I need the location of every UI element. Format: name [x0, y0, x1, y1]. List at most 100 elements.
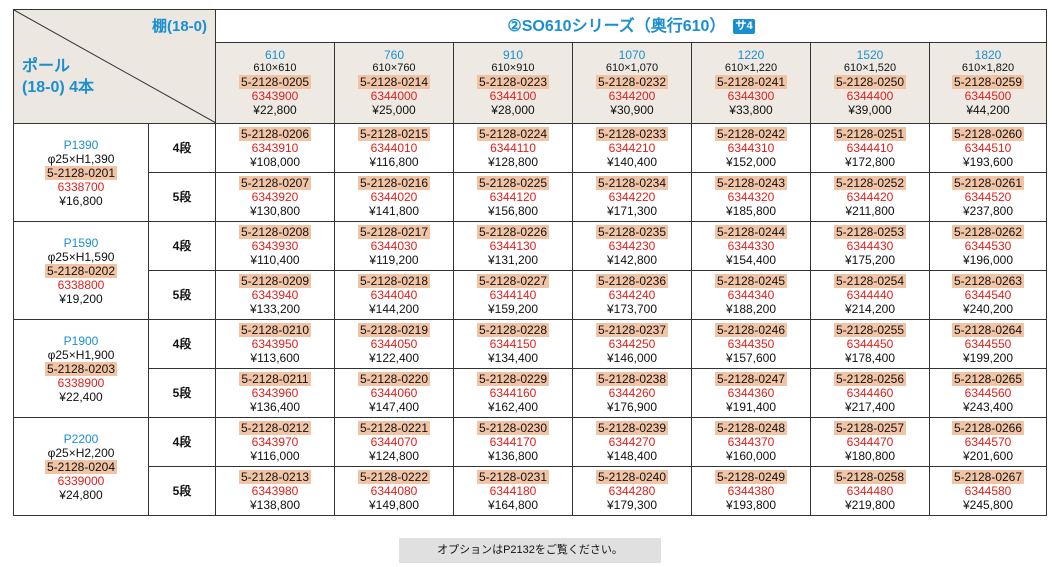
- pole-name: P1390: [63, 137, 99, 152]
- product-code: 5-2128-0224: [476, 127, 550, 141]
- column-width: 1220: [737, 48, 765, 62]
- product-code: 5-2128-0228: [476, 323, 550, 337]
- product-code: 5-2128-0211: [239, 372, 311, 386]
- product-code-line: 5-2128-0261: [930, 176, 1046, 190]
- jan-code: 6344560: [964, 386, 1012, 400]
- price: ¥193,800: [725, 498, 777, 512]
- product-code-line: 5-2128-0214: [335, 75, 453, 89]
- price: ¥128,800: [487, 155, 539, 169]
- column-header-610: 610 610×610 5-2128-0205 6343900 ¥22,800: [215, 42, 335, 124]
- product-code-line: 5-2128-0249: [692, 470, 810, 484]
- price: ¥25,000: [372, 103, 416, 117]
- product-code-line: 5-2128-0265: [930, 372, 1046, 386]
- product-code-line: 5-2128-0228: [454, 323, 572, 337]
- product-code-line: 5-2128-0212: [216, 421, 334, 435]
- product-cell: 5-2128-0213 6343980 ¥138,800: [215, 466, 335, 516]
- product-code: 5-2128-0261: [951, 176, 1025, 190]
- product-code: 5-2128-0234: [595, 176, 669, 190]
- product-code: 5-2128-0263: [951, 274, 1025, 288]
- pole-name: P2200: [63, 431, 99, 446]
- pole-cell-p2200: P2200 φ25×H2,200 5-2128-0204 6339000 ¥24,800: [13, 417, 149, 516]
- price: ¥243,400: [962, 400, 1014, 414]
- product-cell: 5-2128-0263 6344540 ¥240,200: [928, 270, 1048, 320]
- product-cell: 5-2128-0244 6344330 ¥154,400: [691, 221, 811, 271]
- price: ¥185,800: [725, 204, 777, 218]
- product-code-line: 5-2128-0238: [573, 372, 691, 386]
- product-code-line: 5-2128-0254: [811, 274, 929, 288]
- price: ¥22,400: [59, 389, 103, 404]
- pole-cell-p1590: P1590 φ25×H1,590 5-2128-0202 6338800 ¥19,200: [13, 221, 149, 320]
- price: ¥179,300: [606, 498, 658, 512]
- product-cell: 5-2128-0242 6344310 ¥152,000: [691, 123, 811, 173]
- jan-code: 6344470: [846, 435, 894, 449]
- jan-code: 6343930: [251, 239, 299, 253]
- jan-code: 6344380: [727, 484, 775, 498]
- price: ¥130,800: [249, 204, 301, 218]
- price: ¥180,800: [844, 449, 896, 463]
- column-header-row: 610 610×610 5-2128-0205 6343900 ¥22,800 760 61…: [14, 42, 1048, 124]
- column-header-910: 910 610×910 5-2128-0223 6344100 ¥28,000: [453, 42, 573, 124]
- product-code: 5-2128-0265: [951, 372, 1025, 386]
- product-code-line: 5-2128-0204: [14, 459, 148, 474]
- price: ¥201,600: [962, 449, 1014, 463]
- product-code-line: 5-2128-0259: [930, 75, 1046, 89]
- product-cell: 5-2128-0230 6344170 ¥136,800: [453, 417, 573, 467]
- product-code: 5-2128-0215: [357, 127, 431, 141]
- jan-code: 6338900: [57, 375, 105, 390]
- product-code-line: 5-2128-0257: [811, 421, 929, 435]
- column-width: 1520: [856, 48, 884, 62]
- product-code-line: 5-2128-0250: [811, 75, 929, 89]
- product-cell: 5-2128-0219 6344050 ¥122,400: [334, 319, 454, 369]
- jan-code: 6344250: [608, 337, 656, 351]
- table-row: P1900 φ25×H1,900 5-2128-0203 6338900 ¥22,400…: [13, 319, 1048, 418]
- jan-code: 6344530: [964, 239, 1012, 253]
- product-code: 5-2128-0257: [833, 421, 907, 435]
- price: ¥159,200: [487, 302, 539, 316]
- product-cell: 5-2128-0229 6344160 ¥162,400: [453, 368, 573, 418]
- product-cell: 5-2128-0239 6344270 ¥148,400: [572, 417, 692, 467]
- product-code-line: 5-2128-0207: [216, 176, 334, 190]
- product-code-line: 5-2128-0234: [573, 176, 691, 190]
- column-header-1520: 1520 610×1,520 5-2128-0250 6344400 ¥39,000: [810, 42, 930, 124]
- price: ¥22,800: [253, 103, 297, 117]
- product-cell: 5-2128-0220 6344060 ¥147,400: [334, 368, 454, 418]
- product-code: 5-2128-0243: [714, 176, 788, 190]
- price: ¥240,200: [962, 302, 1014, 316]
- price: ¥19,200: [59, 291, 103, 306]
- product-code-line: 5-2128-0230: [454, 421, 572, 435]
- product-code: 5-2128-0201: [44, 165, 118, 180]
- jan-code: 6343950: [251, 337, 299, 351]
- price: ¥142,800: [606, 253, 658, 267]
- product-code-line: 5-2128-0211: [216, 372, 334, 386]
- product-cell: 5-2128-0266 6344570 ¥201,600: [928, 417, 1048, 467]
- product-cell: 5-2128-0212 6343970 ¥116,000: [215, 417, 335, 467]
- product-code-line: 5-2128-0266: [930, 421, 1046, 435]
- jan-code: 6344450: [846, 337, 894, 351]
- jan-code: 6344240: [608, 288, 656, 302]
- product-code: 5-2128-0238: [595, 372, 669, 386]
- price: ¥178,400: [844, 351, 896, 365]
- product-code: 5-2128-0240: [595, 470, 669, 484]
- product-cell: 5-2128-0243 6344320 ¥185,800: [691, 172, 811, 222]
- jan-code: 6344480: [846, 484, 894, 498]
- product-code-line: 5-2128-0231: [454, 470, 572, 484]
- price: ¥30,900: [610, 103, 654, 117]
- price: ¥211,800: [845, 204, 895, 218]
- jan-code: 6344500: [964, 89, 1012, 103]
- product-code-line: 5-2128-0218: [335, 274, 453, 288]
- product-code: 5-2128-0264: [951, 323, 1025, 337]
- price: ¥191,400: [725, 400, 777, 414]
- product-code-line: 5-2128-0243: [692, 176, 810, 190]
- jan-code: 6344160: [489, 386, 537, 400]
- jan-code: 6344430: [846, 239, 894, 253]
- jan-code: 6344420: [846, 190, 894, 204]
- product-code-line: 5-2128-0256: [811, 372, 929, 386]
- price: ¥131,200: [487, 253, 539, 267]
- product-code-line: 5-2128-0233: [573, 127, 691, 141]
- product-code-line: 5-2128-0201: [14, 165, 148, 180]
- product-code: 5-2128-0253: [833, 225, 907, 239]
- product-code-line: 5-2128-0226: [454, 225, 572, 239]
- price: ¥149,800: [368, 498, 420, 512]
- column-size: 610×760: [372, 62, 416, 74]
- product-cell: 5-2128-0265 6344560 ¥243,400: [928, 368, 1048, 418]
